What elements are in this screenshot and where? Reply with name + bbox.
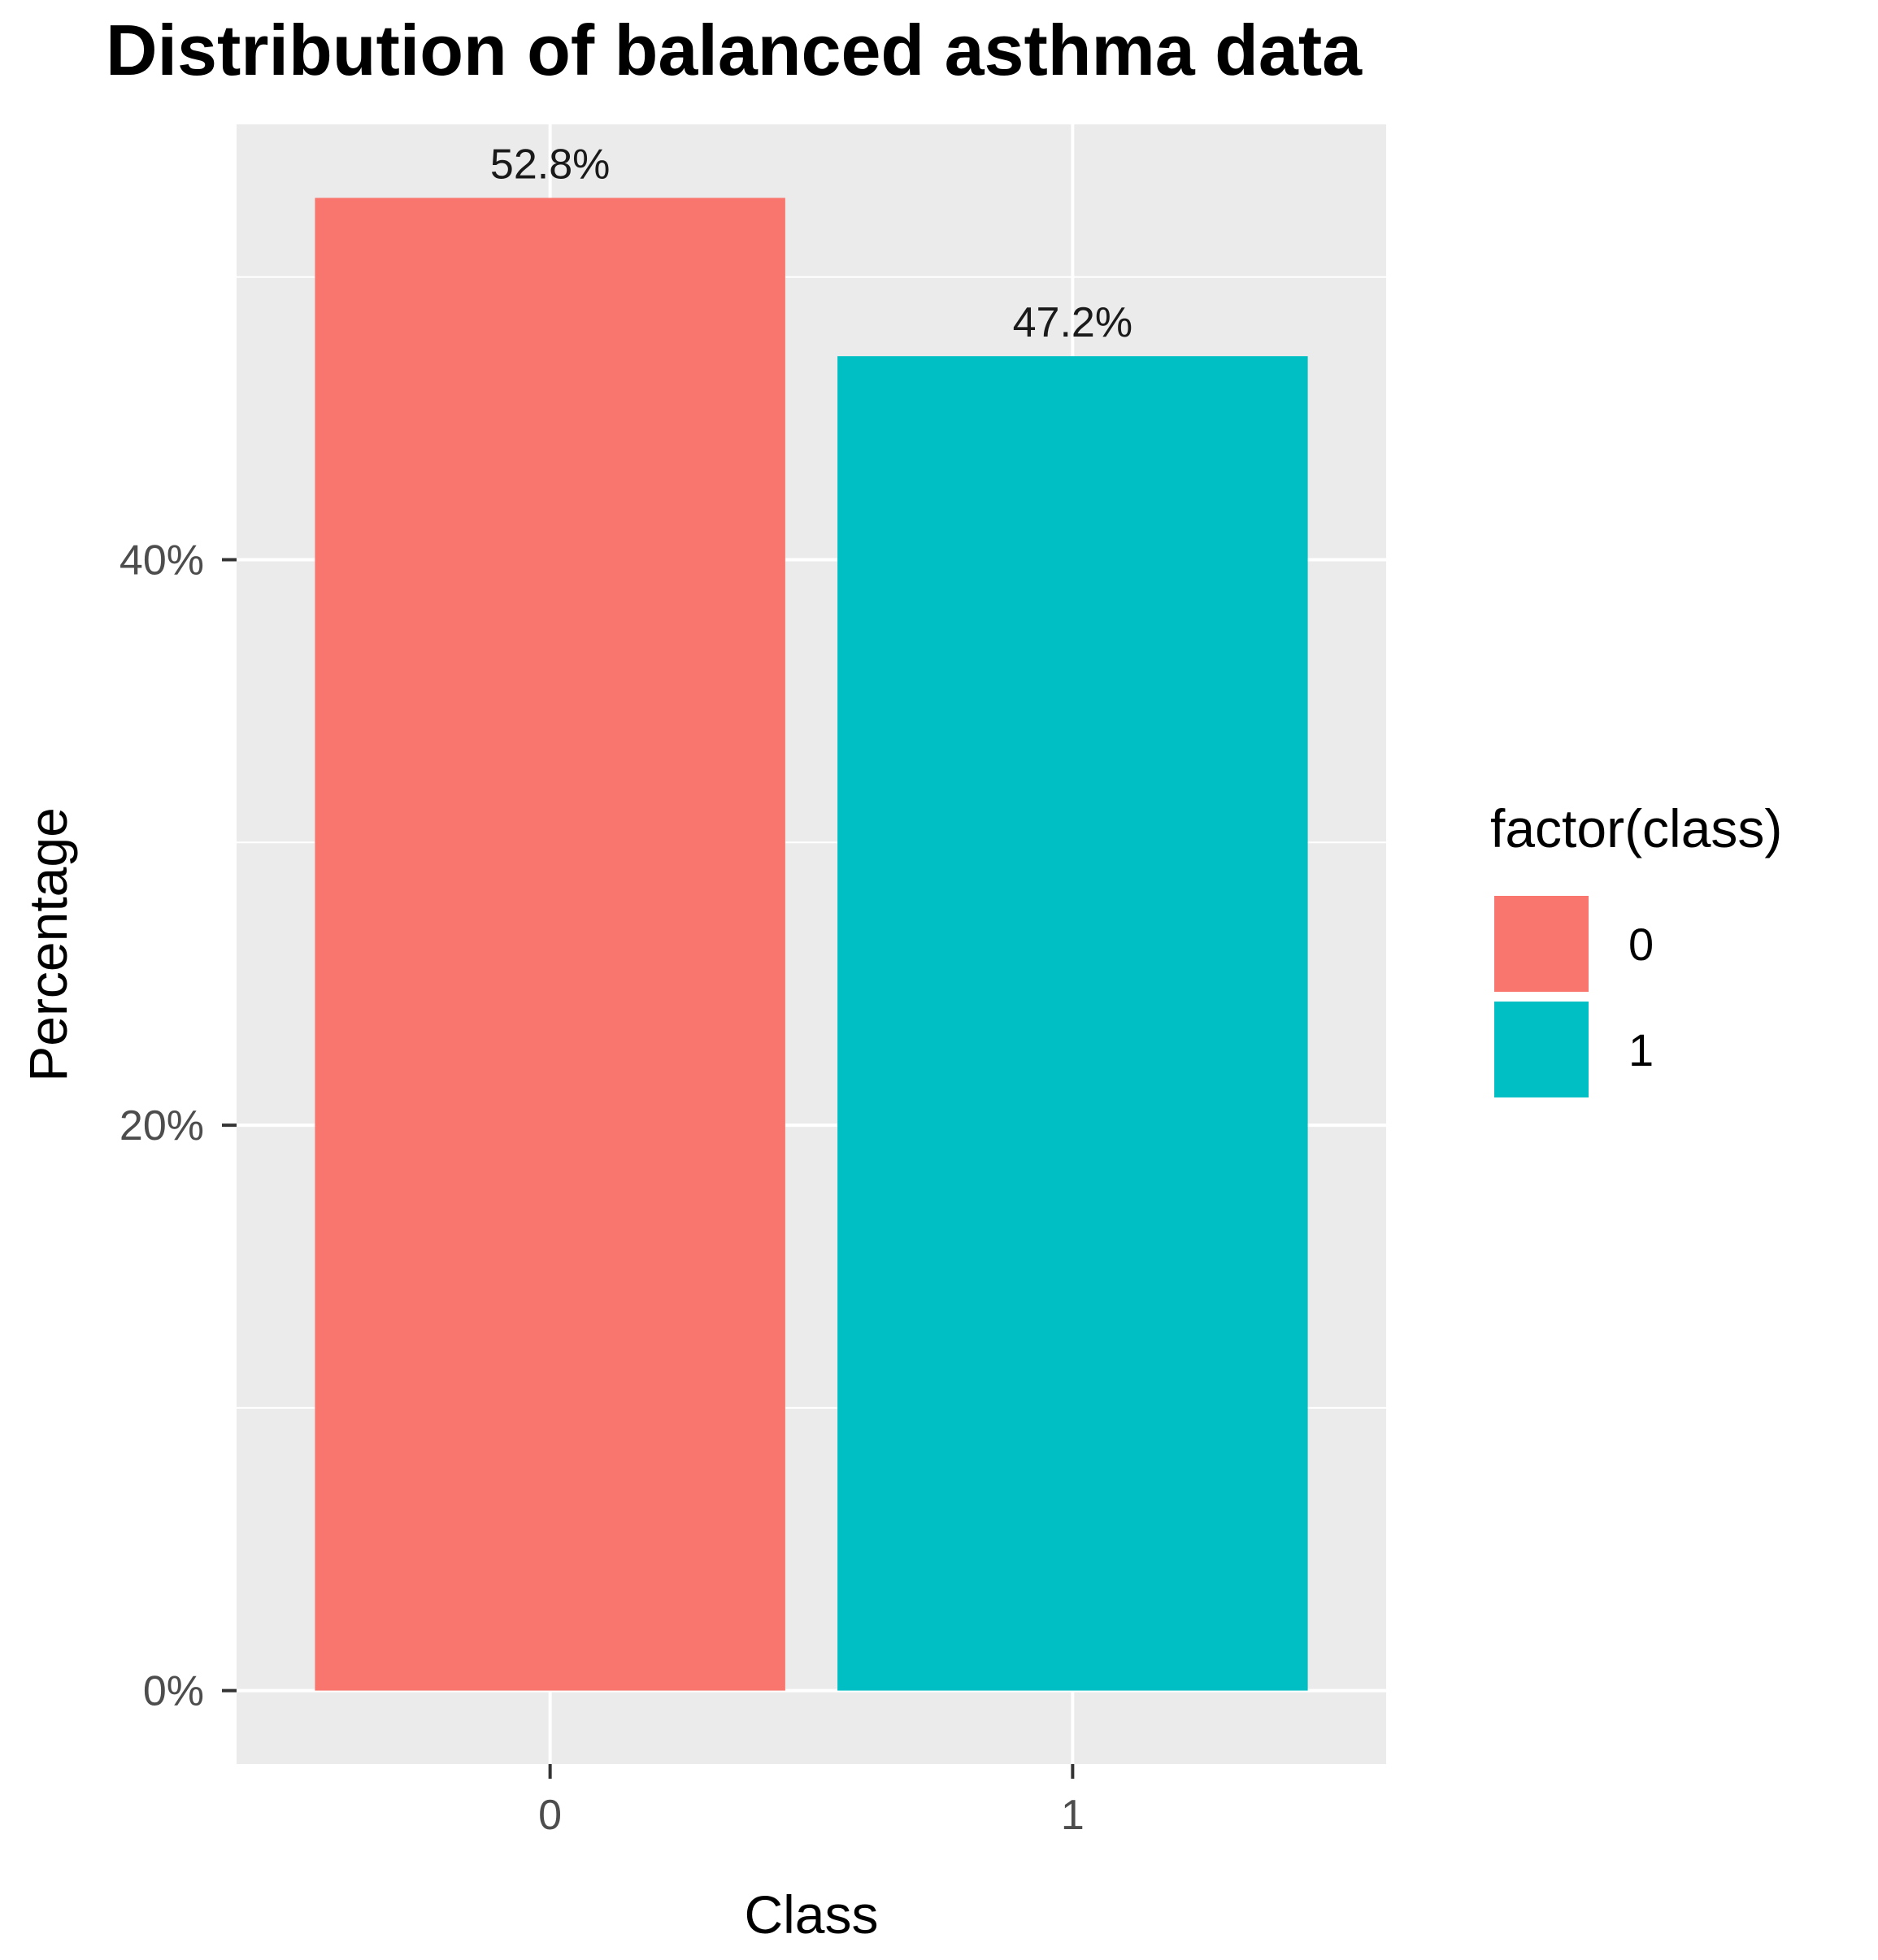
data-label-class-1: 47.2% bbox=[1013, 299, 1132, 346]
legend-label-1: 1 bbox=[1628, 1024, 1654, 1076]
legend: factor(class) 01 bbox=[1490, 798, 1782, 1100]
y-tick-label: 20% bbox=[120, 1102, 204, 1149]
y-tick-label: 40% bbox=[120, 537, 204, 585]
x-tick-label: 0 bbox=[538, 1792, 562, 1839]
y-axis-title: Percentage bbox=[18, 807, 78, 1082]
legend-label-0: 0 bbox=[1628, 919, 1654, 970]
x-tick-label: 1 bbox=[1061, 1792, 1085, 1839]
y-axis: 0% 20% 40% bbox=[120, 537, 237, 1715]
bar-class-1 bbox=[837, 356, 1308, 1691]
y-tick-label: 0% bbox=[143, 1668, 204, 1715]
legend-swatch-0 bbox=[1494, 896, 1589, 992]
legend-swatch-1 bbox=[1494, 1002, 1589, 1097]
data-labels: 52.8% 47.2% bbox=[490, 141, 1132, 346]
x-axis-title: Class bbox=[744, 1884, 878, 1945]
data-label-class-0: 52.8% bbox=[490, 141, 610, 188]
bars bbox=[315, 198, 1308, 1691]
chart-title: Distribution of balanced asthma data bbox=[106, 10, 1363, 90]
bar-class-0 bbox=[315, 198, 785, 1691]
legend-title: factor(class) bbox=[1490, 798, 1782, 858]
legend-entries: 01 bbox=[1492, 893, 1654, 1100]
